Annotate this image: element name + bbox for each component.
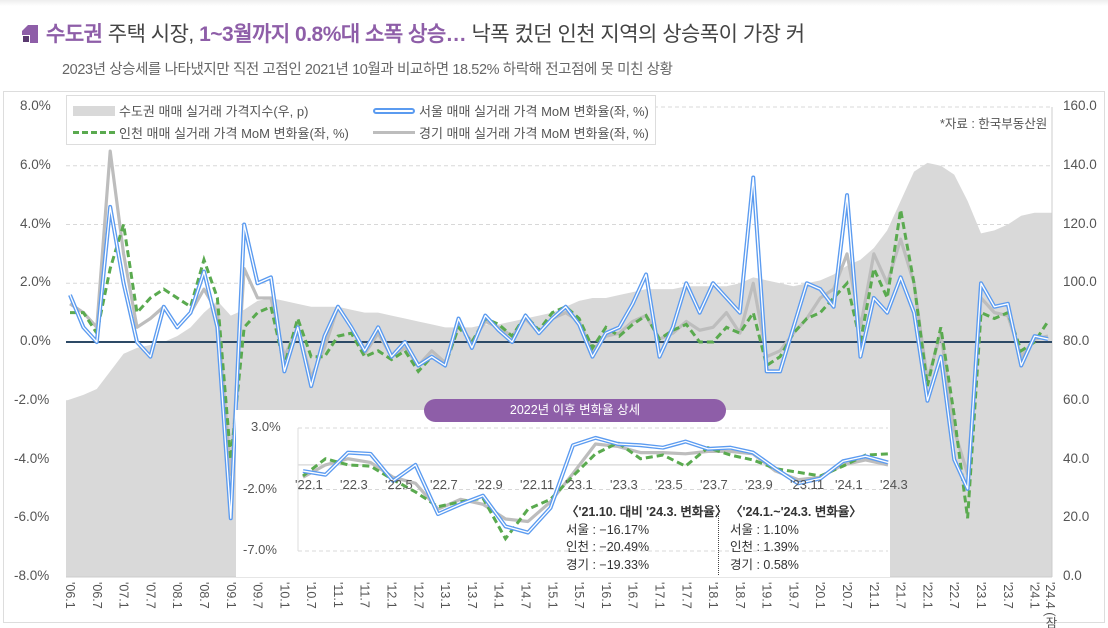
x-tick-label: '24.4 (잠정) bbox=[1043, 582, 1057, 628]
x-tick-label: '23.7 bbox=[1000, 582, 1015, 609]
y-right-tick-label: 20.0 bbox=[1063, 509, 1090, 525]
y-right-tick-label: 100.0 bbox=[1063, 274, 1097, 290]
legend-item-index: 수도권 매매 실거래 가격지수(우, p) bbox=[73, 101, 308, 120]
y-right-tick-label: 60.0 bbox=[1063, 391, 1090, 407]
legend-swatch-gyeonggi bbox=[373, 131, 415, 134]
x-tick-label: '08.1 bbox=[170, 582, 185, 609]
inset-x-tick-label: '22.3 bbox=[340, 476, 368, 492]
inset-background bbox=[236, 410, 890, 577]
legend-swatch-seoul bbox=[373, 107, 415, 114]
source-note: *자료 : 한국부동산원 bbox=[940, 117, 1048, 131]
y-left-tick-label: -2.0% bbox=[14, 391, 50, 407]
legend-item-incheon: 인천 매매 실거래 가격 MoM 변화율(좌, %) bbox=[73, 123, 349, 142]
legend-item-seoul: 서울 매매 실거래 가격 MoM 변화율(좌, %) bbox=[373, 101, 649, 120]
x-tick-label: '16.7 bbox=[625, 582, 640, 609]
x-tick-label: '20.7 bbox=[840, 582, 855, 609]
incheon-line bbox=[70, 209, 1050, 519]
x-tick-label: '19.1 bbox=[759, 582, 774, 609]
y-right-tick-label: 0.0 bbox=[1063, 568, 1082, 583]
x-tick-label: '18.1 bbox=[706, 582, 721, 609]
inset-x-tick-label: '22.9 bbox=[475, 476, 503, 492]
x-tick-label: '12.7 bbox=[411, 582, 426, 609]
x-tick-label: '10.7 bbox=[304, 582, 319, 609]
top-bar bbox=[0, 0, 1108, 6]
inset-y-tick-label: 3.0% bbox=[251, 419, 281, 434]
chart-frame bbox=[3, 91, 1105, 623]
x-tick-label: '15.1 bbox=[545, 582, 560, 609]
x-tick-label: '08.7 bbox=[196, 582, 211, 609]
legend-item-gyeonggi: 경기 매매 실거래 가격 MoM 변화율(좌, %) bbox=[373, 123, 649, 142]
y-right-tick-label: 120.0 bbox=[1063, 215, 1097, 231]
x-tick-label: '17.1 bbox=[652, 582, 667, 609]
x-tick-label: '06.7 bbox=[89, 582, 104, 609]
inset-seoul-line-inner bbox=[302, 437, 889, 534]
annotation-ytd: 〈'24.1.~'24.3. 변화율〉 서울 : 1.10% 인천 : 1.39… bbox=[730, 505, 862, 572]
x-tick-label: '20.1 bbox=[813, 582, 828, 609]
inset-x-tick-label: '23.1 bbox=[565, 476, 593, 492]
x-tick-label: '16.1 bbox=[598, 582, 613, 609]
subtitle: 2023년 상승세를 나타냈지만 직전 고점인 2021년 10월과 비교하면 … bbox=[62, 62, 673, 78]
x-tick-label: '12.1 bbox=[384, 582, 399, 609]
inset-x-tick-label: '22.11 bbox=[520, 476, 555, 492]
legend-swatch-area bbox=[73, 105, 115, 116]
inset-x-tick-label: '22.1 bbox=[295, 476, 323, 492]
x-tick-label: '07.1 bbox=[116, 582, 131, 609]
x-tick-label: '15.7 bbox=[572, 582, 587, 609]
y-right-tick-label: 40.0 bbox=[1063, 450, 1090, 466]
x-tick-label: '22.7 bbox=[947, 582, 962, 609]
x-tick-label: '14.7 bbox=[518, 582, 533, 609]
x-tick-label: '11.7 bbox=[357, 582, 372, 608]
x-tick-label: '24.1 bbox=[1027, 582, 1042, 609]
annotation-divider bbox=[718, 505, 719, 575]
y-left-tick-label: -8.0% bbox=[14, 568, 50, 583]
x-tick-label: '11.1 bbox=[330, 582, 345, 608]
title-bullet-icon bbox=[22, 25, 38, 43]
x-tick-label: '06.1 bbox=[63, 582, 77, 609]
y-right-tick-label: 160.0 bbox=[1063, 98, 1097, 113]
inset-title: 2022년 이후 변화율 상세 bbox=[424, 399, 726, 422]
x-tick-label: '17.7 bbox=[679, 582, 694, 609]
x-tick-label: '09.7 bbox=[250, 582, 265, 609]
inset-x-tick-label: '23.3 bbox=[610, 476, 638, 492]
y-left-tick-label: 0.0% bbox=[20, 333, 51, 348]
inset-y-tick-label: -7.0% bbox=[243, 542, 277, 557]
x-tick-label: '14.1 bbox=[491, 582, 506, 609]
y-right-tick-label: 140.0 bbox=[1063, 156, 1097, 172]
x-tick-label: '13.7 bbox=[464, 582, 479, 609]
inset-x-tick-label: '23.7 bbox=[700, 476, 728, 492]
x-tick-label: '22.1 bbox=[920, 582, 935, 609]
inset-x-tick-label: '24.3 bbox=[880, 476, 908, 492]
y-left-tick-label: -6.0% bbox=[14, 509, 50, 525]
inset-x-tick-label: '23.9 bbox=[745, 476, 773, 492]
inset-x-tick-label: '23.5 bbox=[655, 476, 683, 492]
y-left-tick-label: 2.0% bbox=[20, 274, 51, 290]
page-title: 수도권 주택 시장, 1~3월까지 0.8%대 소폭 상승… 낙폭 컸던 인천 … bbox=[22, 18, 805, 48]
inset-x-tick-label: '22.7 bbox=[430, 476, 458, 492]
x-tick-label: '19.7 bbox=[786, 582, 801, 609]
seoul-line-inner bbox=[69, 176, 1049, 519]
y-left-tick-label: 6.0% bbox=[20, 156, 51, 172]
y-right-tick-label: 80.0 bbox=[1063, 333, 1090, 348]
x-tick-label: '13.1 bbox=[438, 582, 453, 609]
x-tick-label: '07.7 bbox=[143, 582, 158, 609]
x-tick-label: '21.1 bbox=[866, 582, 881, 609]
x-tick-label: '23.1 bbox=[974, 582, 988, 609]
y-left-tick-label: -4.0% bbox=[14, 450, 50, 466]
inset-x-tick-label: '24.1 bbox=[835, 476, 863, 492]
legend: 수도권 매매 실거래 가격지수(우, p) 서울 매매 실거래 가격 MoM 변… bbox=[66, 95, 656, 145]
y-left-tick-label: 8.0% bbox=[20, 98, 51, 113]
inset-y-tick-label: -2.0% bbox=[243, 480, 277, 496]
annotation-since-peak: 〈'21.10. 대비 '24.3. 변화율〉 서울 : −16.17% 인천 … bbox=[566, 505, 728, 572]
legend-swatch-incheon bbox=[73, 131, 115, 134]
inset-incheon-line bbox=[302, 441, 889, 542]
inset-x-tick-label: '23.11 bbox=[790, 476, 825, 492]
x-tick-label: '18.7 bbox=[732, 582, 747, 609]
x-tick-label: '09.1 bbox=[223, 582, 238, 609]
y-left-tick-label: 4.0% bbox=[20, 215, 51, 231]
inset-x-tick-label: '22.5 bbox=[385, 476, 413, 492]
x-tick-label: '10.1 bbox=[277, 582, 292, 609]
x-tick-label: '21.7 bbox=[893, 582, 908, 609]
